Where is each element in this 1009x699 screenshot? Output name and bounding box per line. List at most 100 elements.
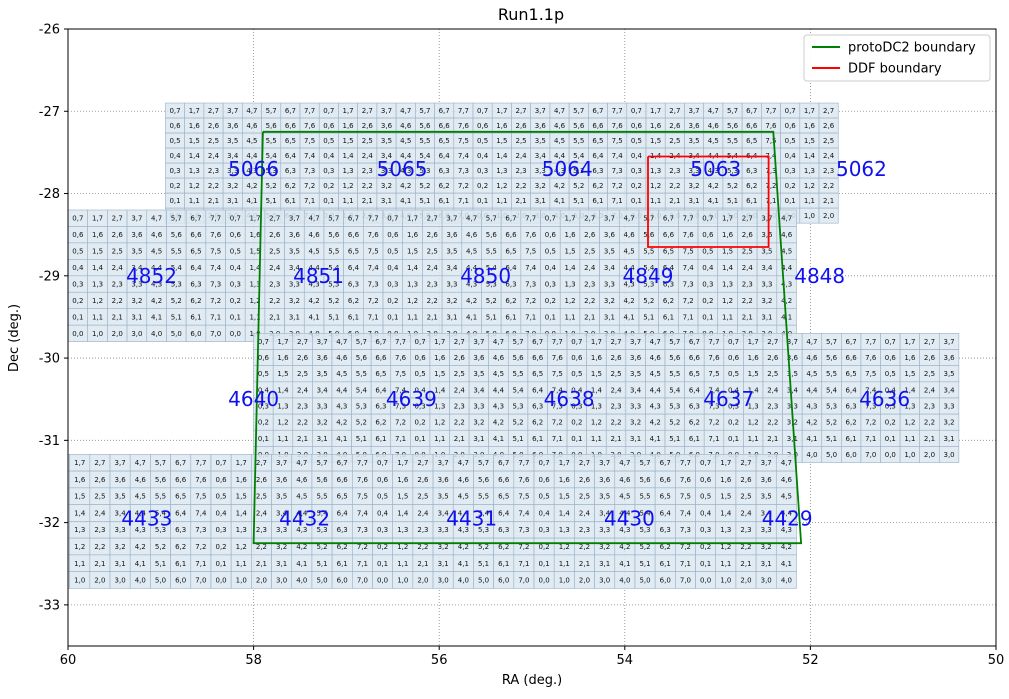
patch-label: 5,7 — [316, 459, 327, 467]
patch-label: 4,7 — [246, 107, 257, 115]
patch-label: 3,2 — [761, 297, 772, 305]
patch-label: 2,7 — [610, 338, 621, 346]
patch-label: 2,5 — [208, 137, 219, 145]
patch-label: 7,6 — [518, 476, 530, 484]
patch-label: 7,1 — [368, 313, 379, 321]
patch-label: 7,0 — [195, 577, 206, 585]
patch-label: 2,7 — [417, 459, 428, 467]
patch-label: 5,4 — [356, 386, 368, 394]
patch-label: 7,7 — [612, 107, 623, 115]
patch-label: 0,6 — [545, 231, 557, 239]
tract-id-label: 4639 — [386, 387, 437, 411]
patch-label: 7,4 — [458, 152, 470, 160]
patch-label: 3,5 — [787, 370, 798, 378]
patch-label: 5,5 — [328, 248, 339, 256]
patch-label: 3,3 — [688, 167, 699, 175]
patch-label: 4,6 — [554, 122, 566, 130]
patch-label: 0,6 — [785, 122, 797, 130]
patch-label: 3,0 — [599, 577, 610, 585]
patch-label: 0,4 — [215, 509, 227, 517]
patch-label: 1,5 — [650, 137, 661, 145]
patch-label: 1,5 — [904, 370, 915, 378]
patch-label: 5,1 — [727, 197, 738, 205]
patch-label: 0,6 — [258, 354, 270, 362]
patch-label: 1,5 — [722, 248, 733, 256]
patch-label: 2,4 — [740, 509, 752, 517]
patch-label: 6,1 — [746, 197, 757, 205]
patch-label: 4,3 — [336, 403, 347, 411]
patch-label: 7,6 — [458, 122, 470, 130]
patch-cell — [68, 554, 70, 572]
patch-label: 0,5 — [631, 137, 642, 145]
patch-label: 6,4 — [175, 509, 187, 517]
patch-label: 7,4 — [680, 509, 692, 517]
patch-label: 0,1 — [545, 313, 556, 321]
patch-label: 2,2 — [669, 182, 680, 190]
patch-label: 0,7 — [387, 215, 398, 223]
patch-label: 3,7 — [446, 215, 457, 223]
patch-label: 2,1 — [669, 197, 680, 205]
patch-label: 1,4 — [397, 509, 409, 517]
patch-label: 4,1 — [400, 197, 411, 205]
patch-label: 4,3 — [246, 167, 257, 175]
patch-label: 1,5 — [92, 248, 103, 256]
patch-label: 3,2 — [688, 182, 699, 190]
patch-label: 1,2 — [591, 419, 602, 427]
patch-label: 3,7 — [131, 215, 142, 223]
patch-label: 5,2 — [266, 182, 277, 190]
patch-label: 5,6 — [478, 476, 490, 484]
patch-label: 3,5 — [276, 493, 287, 501]
patch-label: 4,6 — [650, 354, 662, 362]
patch-label: 1,6 — [74, 476, 86, 484]
patch-label: 5,5 — [478, 493, 489, 501]
tract-id-label: 4433 — [121, 506, 172, 530]
patch-label: 3,6 — [227, 122, 239, 130]
patch-label: 5,7 — [328, 215, 339, 223]
patch-label: 7,2 — [357, 543, 368, 551]
patch-label: 5,7 — [171, 215, 182, 223]
patch-label: 3,5 — [630, 370, 641, 378]
patch-label: 2,2 — [417, 543, 428, 551]
patch-label: 2,7 — [362, 107, 373, 115]
patch-label: 7,6 — [865, 354, 877, 362]
patch-label: 0,6 — [377, 476, 389, 484]
patch-label: 1,2 — [748, 419, 759, 427]
patch-label: 0,1 — [377, 560, 388, 568]
tract-id-label: 4432 — [279, 506, 330, 530]
patch-label: 5,1 — [643, 313, 654, 321]
patch-label: 7,3 — [368, 281, 379, 289]
patch-label: 1,3 — [74, 526, 85, 534]
patch-label: 7,1 — [304, 197, 315, 205]
patch-label: 5,2 — [573, 182, 584, 190]
patch-label: 5,7 — [419, 107, 430, 115]
patch-label: 0,6 — [169, 122, 181, 130]
patch-label: 5,5 — [573, 137, 584, 145]
patch-label: 5,4 — [171, 264, 183, 272]
patch-label: 2,5 — [584, 248, 595, 256]
patch-label: 0,3 — [377, 526, 388, 534]
tract-id-label: 4637 — [703, 387, 754, 411]
patch-label: 1,7 — [720, 459, 731, 467]
patch-label: 1,6 — [397, 476, 409, 484]
patch-label: 3,1 — [115, 560, 126, 568]
patch-label: 6,7 — [746, 107, 757, 115]
patch-label: 0,2 — [477, 182, 488, 190]
legend: protoDC2 boundary DDF boundary — [803, 34, 991, 82]
patch-label: 2,2 — [767, 419, 778, 427]
patch-label: 4,5 — [309, 248, 320, 256]
patch-label: 0,2 — [387, 297, 398, 305]
patch-label: 0,6 — [571, 354, 583, 362]
patch-label: 3,1 — [787, 435, 798, 443]
patch-label: 0,7 — [215, 459, 226, 467]
patch-label: 7,6 — [395, 354, 407, 362]
patch-label: 0,0 — [885, 451, 896, 459]
patch-label: 4,6 — [624, 231, 636, 239]
patch-label: 5,7 — [639, 459, 650, 467]
patch-label: 2,6 — [742, 231, 754, 239]
patch-label: 6,3 — [846, 403, 857, 411]
patch-label: 2,0 — [579, 577, 590, 585]
patch-label: 7,2 — [304, 182, 315, 190]
patch-label: 4,5 — [781, 493, 792, 501]
patch-label: 4,2 — [466, 297, 477, 305]
